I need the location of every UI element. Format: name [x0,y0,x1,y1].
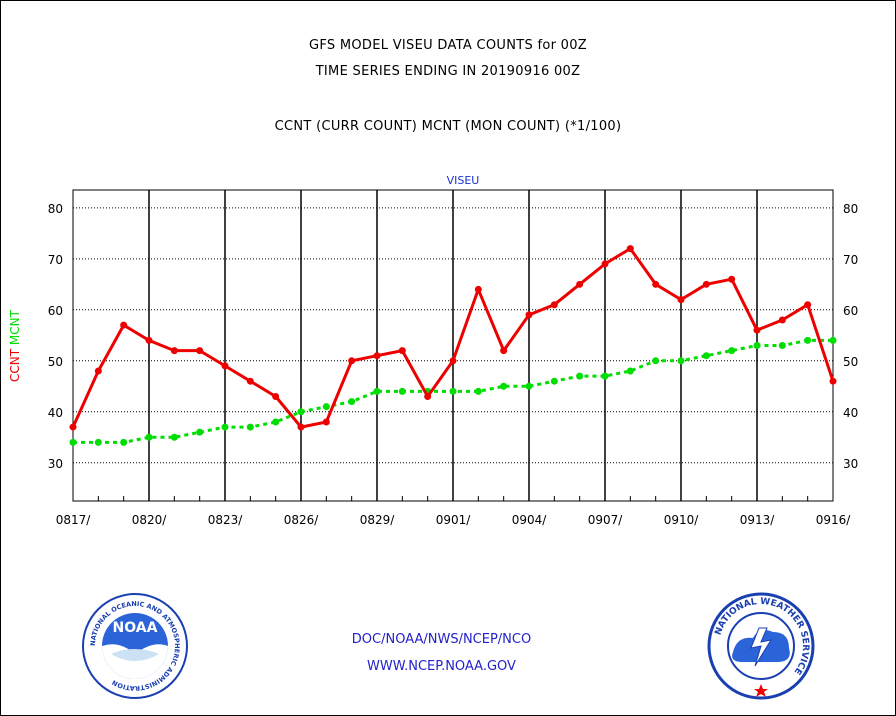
x-tick-label: 0904/ [512,513,548,527]
data-point-ccnt [272,392,280,400]
chart-title: VISEU [447,174,480,187]
noaa-logo-text: NOAA [113,620,158,636]
data-point-ccnt [652,280,660,288]
x-tick-label: 0910/ [664,513,700,527]
data-point-ccnt [69,423,77,431]
y-tick-label-left: 50 [48,355,63,369]
y-tick-label-left: 40 [48,406,63,420]
data-point-mcnt [246,423,254,431]
data-point-mcnt [69,438,77,446]
data-point-mcnt [677,357,685,365]
x-tick-label: 0907/ [588,513,624,527]
data-point-mcnt [94,438,102,446]
y-tick-label-left: 80 [48,202,63,216]
data-point-mcnt [778,342,786,349]
footer-org-path[interactable]: DOC/NOAA/NWS/NCEP/NCO [351,632,532,647]
data-point-ccnt [297,423,305,431]
data-point-mcnt [170,433,178,441]
y-tick-label-left: 30 [48,457,63,471]
data-point-ccnt [778,316,786,324]
data-point-ccnt [120,321,128,329]
data-point-ccnt [424,392,432,400]
data-point-ccnt [474,285,482,293]
data-point-mcnt [626,367,634,375]
data-point-mcnt [728,347,736,355]
data-point-ccnt [702,280,710,288]
data-point-ccnt [449,357,457,365]
y-tick-label-right: 30 [843,457,858,471]
data-point-mcnt [120,438,128,446]
x-tick-label: 0916/ [816,513,852,527]
data-point-ccnt [601,260,609,268]
data-point-ccnt [170,347,178,355]
y-tick-label-left: 70 [48,253,63,267]
data-point-ccnt [525,311,533,319]
data-point-mcnt [272,418,280,426]
data-point-ccnt [196,347,204,355]
y-tick-label-right: 70 [843,253,858,267]
data-point-mcnt [348,398,356,406]
data-point-mcnt [449,387,457,395]
y-axis-label: CCNT MCNT [8,309,22,382]
data-point-mcnt [804,336,812,344]
nws-logo: NATIONAL WEATHER SERVICE [707,592,815,700]
x-tick-label: 0829/ [360,513,396,527]
data-point-ccnt [373,352,381,360]
chart-header-line3: CCNT (CURR COUNT) MCNT (MON COUNT) (*1/1… [274,119,622,134]
x-tick-label: 0820/ [132,513,168,527]
y-tick-label-right: 60 [843,304,858,318]
x-tick-label: 0817/ [56,513,92,527]
data-point-mcnt [652,357,660,365]
x-tick-label: 0826/ [284,513,320,527]
data-point-ccnt [322,418,330,426]
data-point-mcnt [500,382,508,390]
data-point-ccnt [500,347,508,355]
data-point-ccnt [246,377,254,385]
data-point-mcnt [550,377,558,385]
y-axis-label-part: CCNT [8,348,22,382]
x-tick-label: 0823/ [208,513,244,527]
data-point-ccnt [576,280,584,288]
chart-header-line1: GFS MODEL VISEU DATA COUNTS for 00Z [308,38,588,53]
data-point-mcnt [601,372,609,380]
data-point-ccnt [829,377,837,385]
footer-website[interactable]: WWW.NCEP.NOAA.GOV [367,659,516,674]
data-point-mcnt [576,372,584,380]
noaa-logo: NATIONAL OCEANIC AND ATMOSPHERIC ADMINIS… [82,593,188,699]
x-tick-label: 0901/ [436,513,472,527]
data-point-ccnt [753,326,761,334]
y-tick-label-right: 80 [843,202,858,216]
y-tick-label-right: 50 [843,355,858,369]
data-point-ccnt [804,301,812,309]
data-point-mcnt [474,387,482,395]
data-point-ccnt [728,275,736,283]
data-point-ccnt [145,336,153,344]
data-point-ccnt [94,367,102,375]
data-point-mcnt [196,428,204,436]
data-point-ccnt [550,301,558,309]
data-point-mcnt [398,387,406,395]
x-tick-label: 0913/ [740,513,776,527]
data-point-ccnt [398,347,406,355]
data-point-mcnt [373,387,381,395]
data-point-mcnt [297,408,305,416]
y-tick-label-right: 40 [843,406,858,420]
data-point-ccnt [221,362,229,370]
data-point-mcnt [322,403,330,411]
data-point-mcnt [145,433,153,441]
chart-header-line2: TIME SERIES ENDING IN 20190916 00Z [315,64,581,79]
data-point-ccnt [348,357,356,365]
data-point-mcnt [753,342,761,349]
data-point-ccnt [677,296,685,304]
data-point-mcnt [221,423,229,431]
data-point-mcnt [829,336,837,344]
data-point-mcnt [525,382,533,390]
line-chart: 30 30 40 40 50 50 60 60 70 70 80 80 0817/0820/0823/0… [8,174,858,527]
data-point-ccnt [626,245,634,253]
y-axis-label-part: MCNT [8,309,22,349]
y-tick-label-left: 60 [48,304,63,318]
data-point-mcnt [702,352,710,360]
